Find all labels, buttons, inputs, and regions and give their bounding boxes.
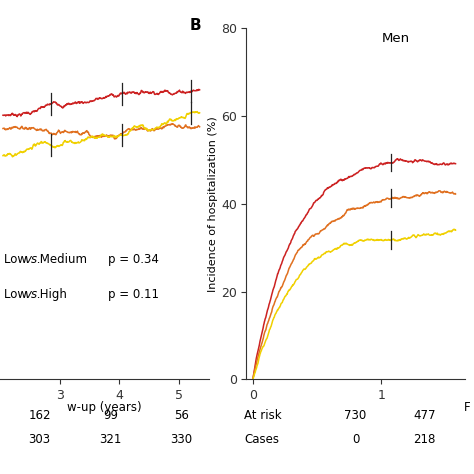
Text: Medium: Medium — [36, 253, 91, 266]
Text: vs.: vs. — [24, 288, 41, 301]
Text: High: High — [36, 288, 79, 301]
Text: Low: Low — [4, 253, 31, 266]
Y-axis label: Incidence of hospitalization (%): Incidence of hospitalization (%) — [208, 116, 218, 292]
Text: vs.: vs. — [24, 253, 41, 266]
Text: F: F — [464, 401, 470, 413]
Text: 56: 56 — [174, 410, 189, 422]
Text: 162: 162 — [28, 410, 51, 422]
Text: 218: 218 — [413, 433, 436, 446]
Text: 303: 303 — [28, 433, 51, 446]
Text: Cases: Cases — [244, 433, 279, 446]
Text: Men: Men — [382, 32, 410, 45]
Text: B: B — [190, 18, 201, 33]
Text: Low: Low — [4, 288, 31, 301]
Text: 0: 0 — [352, 433, 359, 446]
Text: p = 0.11: p = 0.11 — [109, 288, 159, 301]
Text: w-up (years): w-up (years) — [67, 401, 142, 413]
Text: p = 0.34: p = 0.34 — [109, 253, 159, 266]
Text: At risk: At risk — [244, 410, 282, 422]
Text: 330: 330 — [170, 433, 192, 446]
Text: 321: 321 — [100, 433, 122, 446]
Text: 477: 477 — [413, 410, 436, 422]
Text: 99: 99 — [103, 410, 118, 422]
Text: 730: 730 — [345, 410, 366, 422]
